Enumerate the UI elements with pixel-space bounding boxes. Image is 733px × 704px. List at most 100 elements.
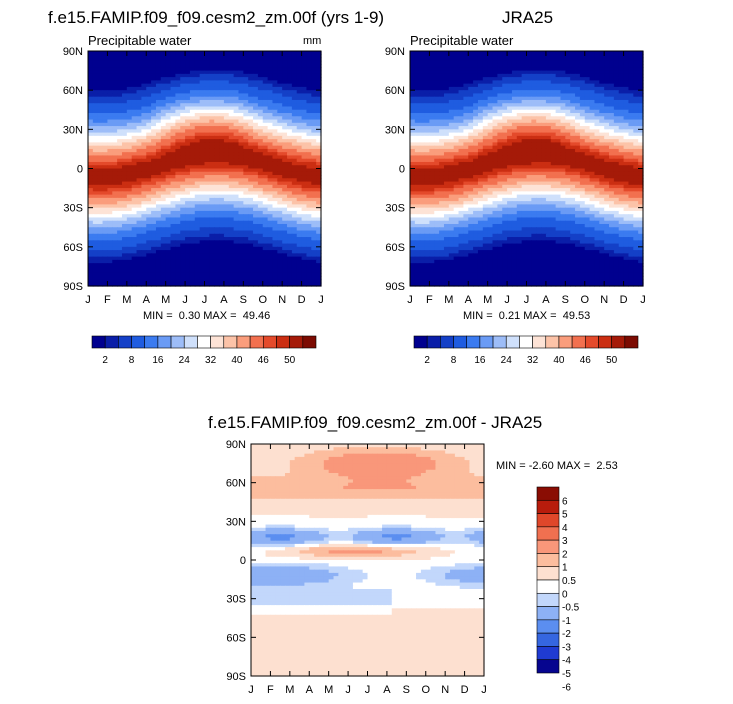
heatmap-cell xyxy=(223,90,230,95)
heatmap-cell xyxy=(126,223,133,228)
heatmap-cell xyxy=(214,60,220,65)
heatmap-cell xyxy=(121,197,128,202)
heatmap-cell xyxy=(243,191,249,196)
heatmap-cell xyxy=(306,148,312,153)
heatmap-cell xyxy=(117,90,123,95)
heatmap-cell xyxy=(117,77,123,81)
heatmap-cell xyxy=(175,266,181,271)
heatmap-cell xyxy=(189,204,196,209)
heatmap-cell xyxy=(511,83,518,88)
heatmap-cell xyxy=(223,152,230,157)
heatmap-cell xyxy=(267,269,274,274)
heatmap-cell xyxy=(560,80,566,85)
heatmap-cell xyxy=(209,227,215,232)
heatmap-cell xyxy=(160,240,167,245)
heatmap-cell xyxy=(185,282,191,287)
heatmap-cell xyxy=(458,70,464,75)
heatmap-cell xyxy=(487,73,494,78)
heatmap-cell xyxy=(497,103,503,108)
heatmap-cell xyxy=(453,132,460,137)
panel1-colorbar: 2 8 16 24 32 40 46 50 xyxy=(91,335,317,366)
heatmap-cell xyxy=(136,122,142,127)
heatmap-cell xyxy=(287,57,293,62)
heatmap-cell xyxy=(482,77,489,81)
heatmap-cell xyxy=(429,132,435,137)
heatmap-cell xyxy=(306,191,312,196)
heatmap-cell xyxy=(107,178,113,183)
heatmap-cell xyxy=(223,109,230,114)
heatmap-cell xyxy=(165,279,172,284)
heatmap-cell xyxy=(458,109,464,114)
heatmap-cell xyxy=(199,152,206,157)
heatmap-cell xyxy=(219,132,225,137)
heatmap-cell xyxy=(185,155,191,160)
heatmap-cell xyxy=(306,214,312,219)
heatmap-cell xyxy=(204,122,210,127)
heatmap-cell xyxy=(526,119,532,124)
heatmap-cell xyxy=(267,175,274,179)
heatmap-cell xyxy=(419,57,426,62)
heatmap-cell xyxy=(277,126,283,130)
heatmap-cell xyxy=(141,142,147,147)
heatmap-cell xyxy=(97,204,104,209)
heatmap-cell xyxy=(238,80,244,85)
heatmap-cell xyxy=(223,269,230,274)
heatmap-cell xyxy=(424,86,431,91)
heatmap-cell xyxy=(180,158,186,163)
heatmap-cell xyxy=(282,250,288,254)
heatmap-cell xyxy=(209,171,215,176)
heatmap-cell xyxy=(443,99,450,104)
heatmap-cell xyxy=(151,243,157,248)
heatmap-cell xyxy=(458,93,464,98)
colorbar-label: 46 xyxy=(258,355,270,366)
heatmap-cell xyxy=(219,282,225,287)
colorbar-label: 24 xyxy=(179,355,191,366)
heatmap-cell xyxy=(209,152,215,157)
heatmap-cell xyxy=(170,171,176,176)
heatmap-cell xyxy=(194,148,201,153)
heatmap-cell xyxy=(180,266,186,271)
heatmap-cell xyxy=(301,201,308,205)
heatmap-cell xyxy=(419,109,426,114)
heatmap-cell xyxy=(243,194,249,199)
heatmap-cell xyxy=(141,269,147,274)
heatmap-cell xyxy=(424,77,431,81)
heatmap-cell xyxy=(575,51,581,55)
heatmap-cell xyxy=(136,227,142,232)
heatmap-cell xyxy=(628,67,634,72)
heatmap-cell xyxy=(146,119,152,124)
heatmap-cell xyxy=(599,60,605,65)
heatmap-cell xyxy=(97,240,104,245)
heatmap-cell xyxy=(306,279,312,284)
heatmap-cell xyxy=(291,233,298,238)
heatmap-cell xyxy=(311,250,317,254)
heatmap-cell xyxy=(526,90,532,95)
heatmap-cell xyxy=(219,279,225,284)
heatmap-cell xyxy=(410,90,416,95)
heatmap-cell xyxy=(243,106,249,111)
heatmap-cell xyxy=(136,119,142,124)
heatmap-cell xyxy=(291,80,298,85)
heatmap-cell xyxy=(599,142,605,147)
heatmap-cell xyxy=(155,217,162,222)
heatmap-cell xyxy=(170,90,176,95)
heatmap-cell xyxy=(419,106,426,111)
heatmap-cell xyxy=(536,106,542,111)
heatmap-cell xyxy=(277,106,283,111)
heatmap-cell xyxy=(136,250,142,254)
heatmap-cell xyxy=(102,178,109,183)
heatmap-cell xyxy=(550,93,557,98)
heatmap-cell xyxy=(155,142,162,147)
heatmap-cell xyxy=(219,207,225,212)
heatmap-cell xyxy=(117,109,123,114)
heatmap-cell xyxy=(121,109,128,114)
heatmap-cell xyxy=(88,145,94,150)
heatmap-cell xyxy=(531,135,537,140)
heatmap-cell xyxy=(238,139,244,143)
heatmap-cell xyxy=(199,109,206,114)
heatmap-cell xyxy=(253,263,259,268)
panel1-min-label: MIN = xyxy=(143,310,173,322)
heatmap-cell xyxy=(257,77,264,81)
heatmap-cell xyxy=(262,77,269,81)
heatmap-cell xyxy=(429,90,435,95)
